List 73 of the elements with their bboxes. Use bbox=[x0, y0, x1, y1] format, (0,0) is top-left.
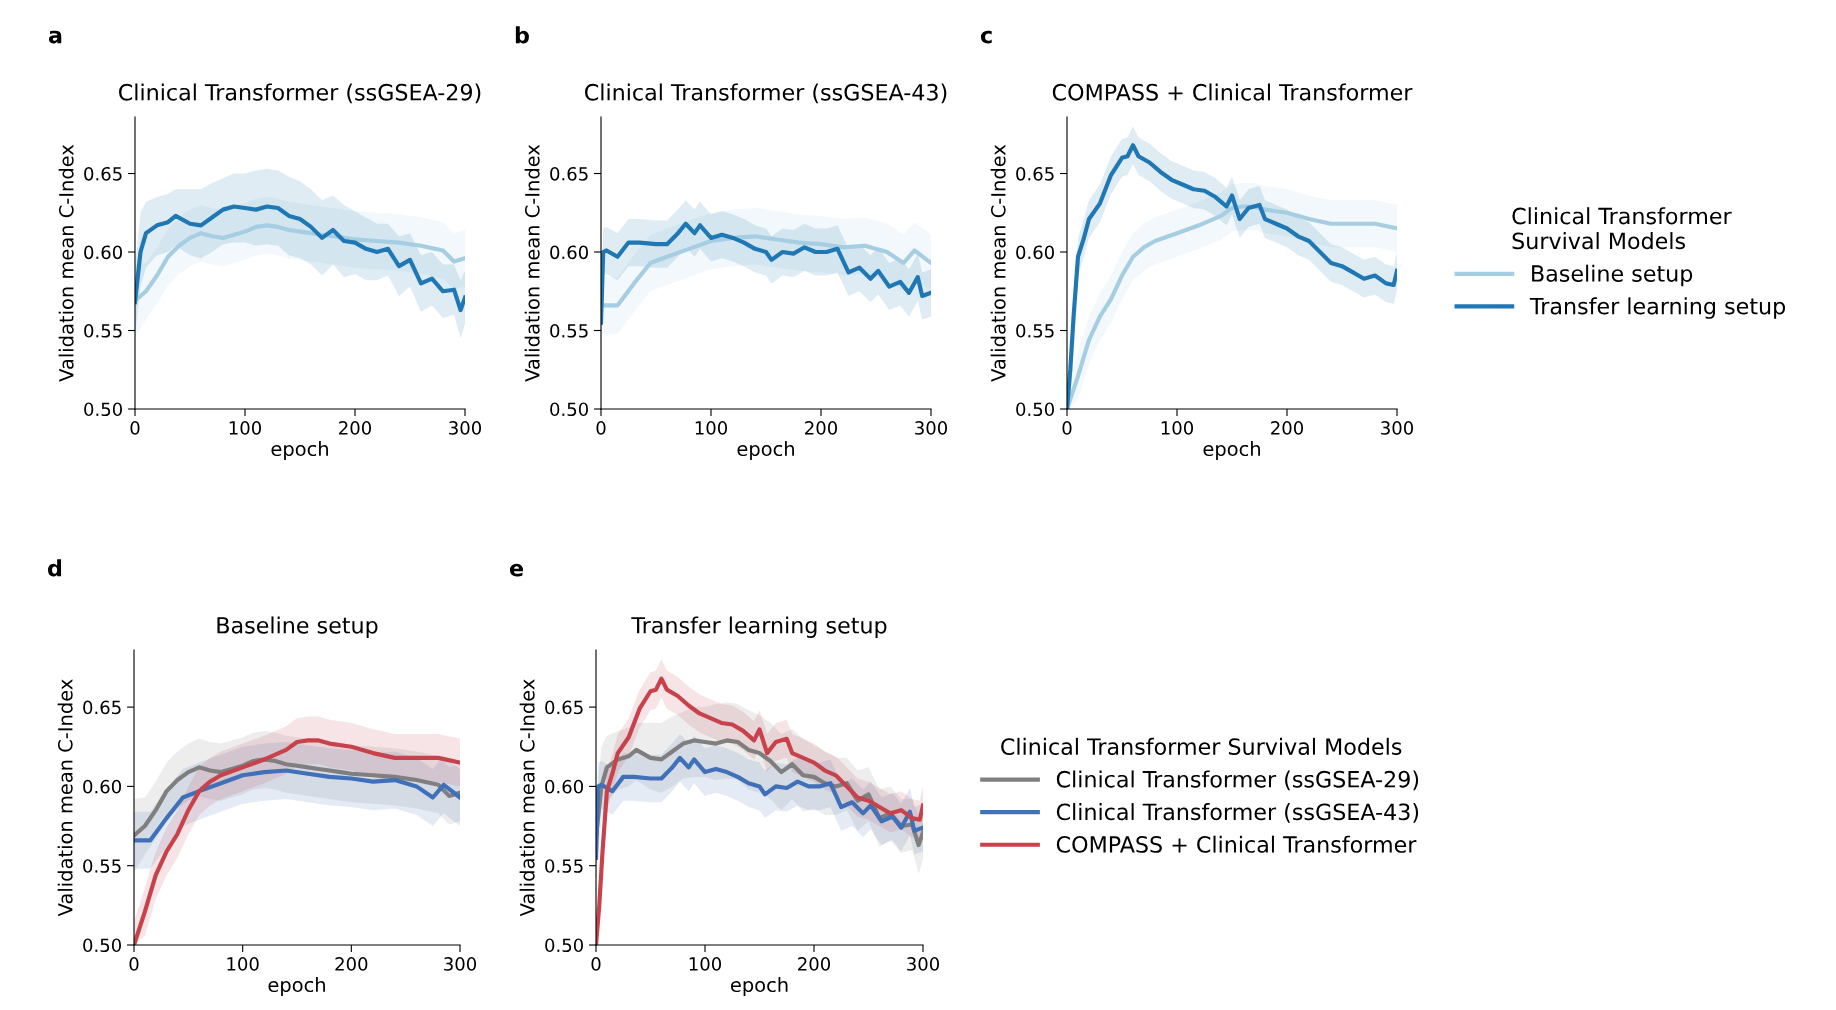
text: e bbox=[509, 563, 523, 577]
x-tick-label: 300 bbox=[915, 421, 948, 435]
x-tick-label: 100 bbox=[1161, 421, 1194, 435]
y-tick-label: 0.60 bbox=[550, 245, 588, 260]
line-series bbox=[601, 221, 931, 325]
x-tick-label: 200 bbox=[339, 421, 372, 435]
y-tick-label: 0.60 bbox=[83, 779, 121, 794]
y-tick-label: 0.50 bbox=[83, 938, 121, 953]
x-tick-label: 0 bbox=[596, 421, 606, 435]
y-axis-title: Validation mean C-Index bbox=[519, 679, 535, 917]
legend-label: Baseline setup bbox=[1532, 264, 1693, 287]
x-tick-label: 300 bbox=[449, 421, 482, 435]
y-tick-label: 0.60 bbox=[545, 779, 583, 794]
legend-label: Clinical Transformer (ssGSEA-29) bbox=[1056, 770, 1419, 791]
y-tick-label: 0.55 bbox=[545, 859, 583, 873]
legend-label: Clinical Transformer (ssGSEA-43) bbox=[1056, 803, 1419, 823]
y-axis-title: Validation mean C-Index bbox=[58, 144, 74, 382]
x-tick-label: 300 bbox=[907, 957, 940, 971]
text: c bbox=[980, 30, 992, 44]
legend-title: Clinical Transformer Survival Models bbox=[1512, 207, 1732, 250]
y-tick-label: 0.55 bbox=[84, 323, 122, 338]
chart-title: Transfer learning setup bbox=[631, 616, 887, 638]
x-axis-title: epoch bbox=[737, 441, 794, 460]
y-tick-label: 0.65 bbox=[550, 166, 588, 181]
y-tick-label: 0.50 bbox=[1016, 402, 1054, 417]
line-series bbox=[135, 204, 465, 313]
x-tick-label: 0 bbox=[1062, 421, 1072, 435]
line-series bbox=[601, 234, 931, 308]
text: a bbox=[48, 30, 62, 44]
text: d bbox=[48, 559, 62, 577]
line-series bbox=[134, 768, 460, 843]
x-tick-label: 300 bbox=[444, 957, 477, 971]
y-axis-title: Validation mean C-Index bbox=[57, 679, 73, 917]
y-tick-label: 0.50 bbox=[84, 402, 122, 417]
x-axis-title: epoch bbox=[271, 441, 328, 460]
x-tick-label: 100 bbox=[229, 421, 262, 435]
y-tick-label: 0.65 bbox=[84, 166, 122, 181]
y-tick-label: 0.60 bbox=[84, 245, 122, 260]
y-tick-label: 0.55 bbox=[550, 323, 588, 338]
legend-label: COMPASS + Clinical Transformer bbox=[1056, 835, 1417, 853]
legend-label: Transfer learning setup bbox=[1529, 297, 1785, 319]
x-tick-label: 0 bbox=[129, 957, 139, 971]
y-tick-label: 0.65 bbox=[545, 700, 583, 715]
chart-title: Clinical Transformer (ssGSEA-43) bbox=[585, 83, 947, 104]
x-tick-label: 100 bbox=[227, 957, 259, 971]
chart-title: COMPASS + Clinical Transformer bbox=[1052, 83, 1413, 101]
x-axis-title: epoch bbox=[268, 977, 325, 996]
x-tick-label: 0 bbox=[591, 957, 601, 971]
x-tick-label: 200 bbox=[1271, 421, 1304, 435]
x-axis-title: epoch bbox=[730, 977, 788, 996]
x-tick-label: 0 bbox=[130, 421, 140, 435]
y-tick-label: 0.65 bbox=[1016, 166, 1054, 181]
x-axis-title: epoch bbox=[1203, 441, 1260, 460]
y-axis-title: Validation mean C-Index bbox=[524, 144, 540, 382]
x-tick-label: 100 bbox=[695, 421, 728, 435]
x-tick-label: 200 bbox=[805, 421, 838, 435]
y-tick-label: 0.60 bbox=[1016, 245, 1054, 260]
y-tick-label: 0.50 bbox=[550, 402, 588, 417]
legend-title: Clinical Transformer Survival Models bbox=[1001, 737, 1402, 756]
y-tick-label: 0.50 bbox=[545, 938, 583, 953]
chart-title: Baseline setup bbox=[217, 616, 378, 638]
x-tick-label: 200 bbox=[335, 957, 368, 971]
line-series bbox=[135, 223, 465, 303]
line-series bbox=[596, 755, 923, 860]
text: b bbox=[515, 26, 529, 44]
chart-title: Clinical Transformer (ssGSEA-29) bbox=[119, 83, 481, 104]
y-axis-title: Validation mean C-Index bbox=[990, 144, 1006, 382]
x-tick-label: 200 bbox=[798, 957, 831, 971]
y-tick-label: 0.65 bbox=[83, 700, 121, 715]
x-tick-label: 300 bbox=[1381, 421, 1414, 435]
y-tick-label: 0.55 bbox=[83, 859, 121, 873]
x-tick-label: 100 bbox=[689, 957, 722, 971]
y-tick-label: 0.55 bbox=[1016, 323, 1054, 338]
